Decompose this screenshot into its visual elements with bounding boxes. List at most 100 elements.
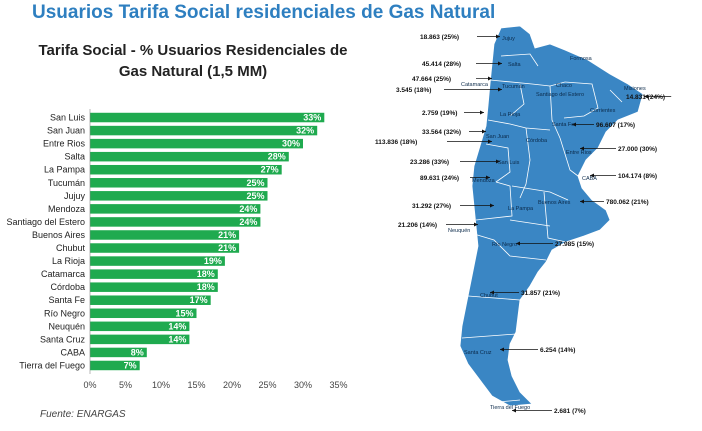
province-labels: Jujuy Salta Formosa Tucumán Catamarca Santiag… <box>448 36 646 411</box>
map-annotation: 27.000 (30%) <box>618 146 657 153</box>
province-label: Tierra del Fuego <box>490 405 530 411</box>
province-label: La Pampa <box>508 206 534 212</box>
arrow-head <box>498 87 502 92</box>
data-label: 18% <box>197 282 215 292</box>
arrow-head <box>490 203 494 208</box>
province-label: Buenos Aires <box>538 200 571 206</box>
data-label: 8% <box>131 347 144 357</box>
bar <box>90 256 225 266</box>
category-label: Salta <box>64 152 85 162</box>
category-label: Tucumán <box>48 178 85 188</box>
x-axis: 0%5%10%15%20%25%30%35%40% <box>83 109 348 390</box>
data-label: 15% <box>175 308 193 318</box>
province-label: Santa Cruz <box>464 350 492 356</box>
province-label: La Rioja <box>500 112 521 118</box>
data-label: 33% <box>303 113 321 123</box>
x-tick-label: 20% <box>223 380 241 390</box>
data-label: 24% <box>239 204 257 214</box>
province-label: Formosa <box>570 56 593 62</box>
country-shape <box>459 25 644 407</box>
map-annotation: 23.286 (33%) <box>410 159 449 166</box>
data-label: 24% <box>239 217 257 227</box>
province-label: Mendoza <box>472 178 496 184</box>
arrow-head <box>490 290 494 295</box>
x-tick-label: 30% <box>294 380 312 390</box>
x-tick-label: 5% <box>119 380 132 390</box>
x-tick-label: 15% <box>187 380 205 390</box>
bar <box>90 243 240 253</box>
map-annotation: 3.545 (18%) <box>396 87 431 94</box>
arrow-head <box>486 175 490 180</box>
arrow-head <box>488 139 492 144</box>
category-label: Santiago del Estero <box>6 217 85 227</box>
province-label: Entre Rios <box>566 150 592 156</box>
arrow-head <box>480 110 484 115</box>
map-annotation: 113.836 (18%) <box>375 139 417 146</box>
data-label: 14% <box>168 321 186 331</box>
bar <box>90 125 318 136</box>
arrow-head <box>512 408 516 413</box>
data-label: 7% <box>124 360 137 370</box>
data-label: 14% <box>168 334 186 344</box>
page-title: Usuarios Tarifa Social residenciales de … <box>32 2 496 23</box>
arrow-head <box>580 146 584 151</box>
bar <box>90 360 140 371</box>
province-label: Salta <box>508 62 521 68</box>
province-label: Chaco <box>556 83 572 89</box>
province-label: Corrientes <box>590 108 616 114</box>
data-label: 17% <box>190 295 208 305</box>
bar <box>90 138 303 149</box>
data-label: 21% <box>218 243 236 253</box>
arrow-head <box>516 241 520 246</box>
arrow-head <box>498 61 502 66</box>
data-label: 25% <box>246 191 264 201</box>
province-label: CABA <box>582 176 597 182</box>
map-annotation: 27.985 (15%) <box>555 241 594 248</box>
data-label: 30% <box>282 139 300 149</box>
bar <box>90 217 261 227</box>
map-annotation: 31.857 (21%) <box>521 290 560 297</box>
category-label: Jujuy <box>64 191 86 201</box>
x-tick-label: 0% <box>83 380 96 390</box>
data-label: 19% <box>204 256 222 266</box>
bar <box>90 191 268 201</box>
map-annotation: 2.759 (19%) <box>422 110 457 117</box>
category-label: Tierra del Fuego <box>19 360 85 370</box>
province-boundaries <box>461 53 623 403</box>
province-label: Río Negro <box>492 242 517 248</box>
bars-layer: San Luis 33% San Juan 32% Entre Rios 30% Salta… <box>6 113 325 371</box>
data-label: 21% <box>218 230 236 240</box>
province-label: Jujuy <box>502 36 515 42</box>
data-label: 28% <box>268 152 286 162</box>
argentina-map: 18.863 (25%) 45.414 (28%) 47.664 (25%) 3.54… <box>375 25 672 415</box>
bar <box>90 269 218 279</box>
arrow-head <box>482 129 486 134</box>
category-label: Mendoza <box>48 204 85 214</box>
map-annotation: 18.863 (25%) <box>420 34 459 41</box>
category-label: Córdoba <box>50 282 85 292</box>
category-label: Entre Rios <box>43 139 86 149</box>
province-label: Chubut <box>480 293 498 299</box>
province-label: San Luis <box>498 160 520 166</box>
map-annotation: 14.831 (24%) <box>626 94 665 101</box>
category-label: San Juan <box>47 126 85 136</box>
province-label: Córdoba <box>526 138 548 144</box>
bar <box>90 164 282 175</box>
arrow-head <box>580 199 584 204</box>
bar <box>90 347 147 358</box>
category-label: Buenos Aires <box>32 230 86 240</box>
province-label: San Juan <box>486 134 509 140</box>
map-annotation: 47.664 (25%) <box>412 76 451 83</box>
map-annotation: 6.254 (14%) <box>540 347 575 354</box>
bar <box>90 334 190 345</box>
bar <box>90 178 268 188</box>
map-annotation: 21.206 (14%) <box>398 222 437 229</box>
arrow-head <box>644 94 648 99</box>
bar-chart: San Luis 33% San Juan 32% Entre Rios 30% Salta… <box>6 109 348 390</box>
arrow-head <box>474 222 478 227</box>
province-label: Misiones <box>624 86 646 92</box>
province-label: Catamarca <box>461 82 489 88</box>
bar <box>90 282 218 292</box>
category-label: Catamarca <box>41 269 85 279</box>
data-label: 27% <box>261 165 279 175</box>
